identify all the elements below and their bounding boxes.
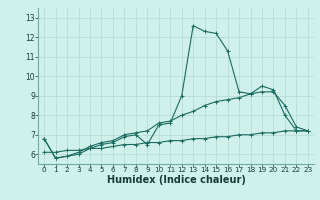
X-axis label: Humidex (Indice chaleur): Humidex (Indice chaleur) xyxy=(107,175,245,185)
